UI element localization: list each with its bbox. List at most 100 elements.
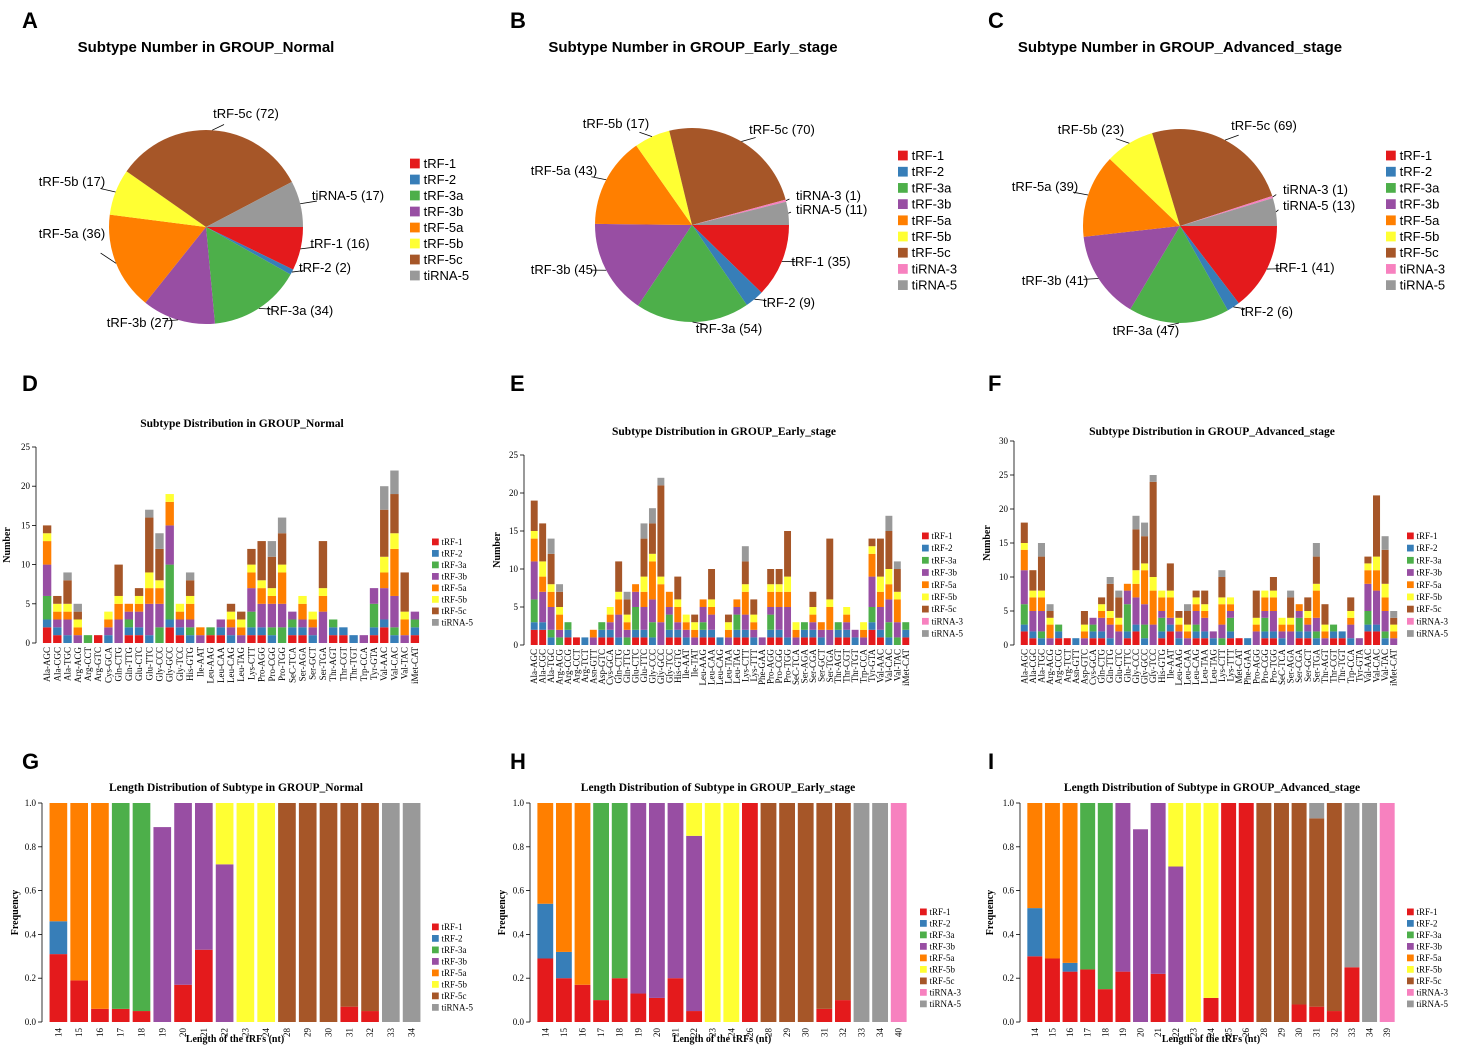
bar-segment-tRF-2 [615, 637, 623, 645]
bar-length-30 [319, 803, 338, 1022]
bar-length-18 [611, 803, 628, 1022]
bar-segment-tRF-5a [318, 595, 328, 612]
x-tick-label: SeC-TCA [1277, 648, 1287, 685]
legend-swatch-tRF-2 [1386, 166, 1396, 177]
bar-segment-tRF-5b [1166, 590, 1174, 598]
bar-segment-tRF-2 [834, 629, 842, 638]
legend-swatch-tRF-3a [432, 561, 439, 569]
bar-segment-tRF-3b [1115, 803, 1131, 972]
y-tick-label: 0.4 [25, 929, 37, 939]
legend-label-tRF-5b: tRF-5b [1400, 229, 1440, 244]
legend-swatch-tRF-1 [1386, 150, 1396, 161]
legend-swatch-tiRNA-5 [920, 1000, 927, 1008]
bar-Pro-CGG [775, 569, 783, 645]
bar-segment-tRF-5a [547, 591, 555, 607]
bar-segment-tRF-5b [606, 607, 614, 615]
x-tick-label: 14 [1030, 1028, 1040, 1038]
bar-segment-tRF-5b [215, 803, 234, 865]
bar-length-28 [1256, 803, 1272, 1022]
x-tick-label: 15 [74, 1028, 84, 1038]
x-tick-label: Trp-CCA [359, 647, 369, 682]
x-tick-label: Lys-CTT [740, 648, 750, 682]
bar-Val-CAC [390, 470, 399, 643]
legend-swatch-tRF-5b [432, 596, 439, 603]
bar-segment-tRF-3b [1080, 638, 1088, 645]
bar-segment-tRF-1 [361, 1011, 379, 1022]
bar-segment-tRF-2 [63, 635, 72, 643]
bar-segment-tRF-3a [247, 611, 256, 628]
bar-Trp-CCA [860, 622, 868, 645]
chart-title: Subtype Number in GROUP_Early_stage [548, 39, 837, 56]
x-tick-label: Cys-GCA [103, 647, 113, 684]
panel-letter-A: A [22, 8, 38, 33]
bar-segment-tRF-5a [155, 588, 164, 604]
pie-chart-A: Subtype Number in GROUP_Normal tRF-1 (16)… [39, 39, 384, 330]
x-tick-label: Ile-AAT [195, 647, 205, 677]
bar-segment-tRF-2 [226, 635, 236, 643]
bar-Lys-TTT [750, 599, 758, 645]
bar-Gln-TTG [1106, 577, 1114, 645]
bar-segment-tRF-3a [277, 627, 287, 643]
bar-segment-tRF-1 [876, 637, 884, 645]
pie-slice-tRF-1 [692, 225, 789, 293]
x-tick-label: Ala-CGC [538, 649, 548, 684]
bar-segment-tRF-2 [134, 627, 144, 636]
bar-segment-tRF-5a [876, 591, 884, 607]
bar-segment-tRF-5c [1218, 577, 1226, 598]
bar-length-30 [1291, 803, 1307, 1022]
bar-segment-tRF-3b [114, 619, 123, 643]
legend-swatch-tiRNA-3 [1386, 264, 1396, 274]
bar-length-18 [1097, 803, 1113, 1022]
bar-segment-tRF-5c [145, 517, 154, 573]
bar-Leu-CAA [1184, 604, 1192, 645]
x-tick-label: Ile-AAT [1165, 649, 1175, 679]
bar-segment-tRF-2 [1158, 631, 1166, 639]
x-tick-label: Leu-AAG [698, 649, 708, 686]
x-tick-label: 22 [1171, 1028, 1181, 1037]
pie-slice-tRF-5c [1152, 129, 1273, 226]
bar-segment-tRF-1 [1373, 631, 1381, 645]
bar-segment-tRF-5a [1201, 611, 1209, 618]
bar-segment-tRF-2 [390, 635, 399, 643]
bar-segment-tRF-5a [539, 576, 547, 592]
bar-segment-tRF-5a [741, 591, 749, 615]
bar-Ser-AGA [800, 622, 808, 645]
legend-swatch-tiRNA-3 [1407, 989, 1414, 996]
x-tick-label: Leu-CAA [1183, 649, 1193, 685]
bar-length-22 [1168, 803, 1184, 1022]
bar-segment-tRF-3b [657, 622, 665, 645]
bar-segment-tRF-5b [1201, 604, 1209, 611]
bar-segment-tRF-5b [1168, 803, 1184, 867]
legend-label-tRF-3a: tRF-3a [931, 555, 956, 565]
legend-label-tiRNA-5: tiRNA-5 [929, 999, 961, 1009]
bar-length-34 [872, 803, 889, 1022]
bar-segment-tRF-3b [247, 588, 256, 612]
bar-segment-tRF-1 [1150, 973, 1166, 1022]
pie-leader-line [741, 137, 756, 142]
bar-segment-tRF-3a [111, 803, 130, 1009]
pie-slice-label: tiRNA-5 (17) [312, 188, 384, 203]
bar-segment-tRF-5a [298, 603, 307, 620]
bar-segment-tRF-1 [1027, 956, 1043, 1022]
bar-segment-tRF-1 [1291, 1004, 1307, 1022]
pie-slice-label: tiRNA-5 (11) [796, 202, 867, 217]
bar-segment-tRF-5b [155, 580, 164, 589]
bar-segment-tiRNA-3 [1379, 803, 1395, 1022]
bar-Leu-TAG [237, 611, 246, 643]
bar-length-15 [1044, 803, 1060, 1022]
bar-segment-tRF-2 [328, 627, 338, 636]
bar-segment-tRF-1 [91, 1008, 109, 1022]
bar-segment-tRF-1 [247, 635, 256, 643]
x-tick-label: 24 [1206, 1028, 1216, 1038]
x-tick-label: Lys-TTT [749, 649, 759, 682]
legend-swatch-tRF-3a [410, 190, 420, 201]
bar-Arg-CCT [83, 635, 93, 643]
bar-segment-tRF-5a [49, 803, 68, 922]
bar-segment-tRF-3a [410, 619, 420, 628]
bar-segment-tRF-5c [63, 580, 72, 604]
bar-segment-tRF-5c [114, 564, 123, 596]
bar-segment-tRF-5b [1192, 597, 1200, 605]
legend-swatch-tiRNA-5 [432, 619, 439, 626]
bar-segment-tRF-5a [1226, 604, 1234, 611]
